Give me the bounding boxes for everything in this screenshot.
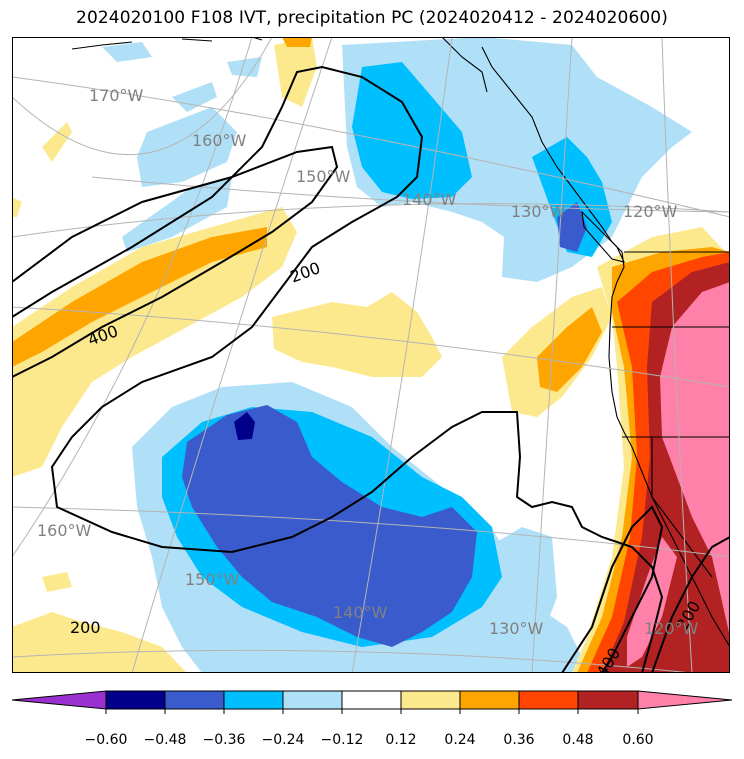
precip-field-neg036 (182, 202, 587, 647)
colorbar-label-neg024: −0.24 (262, 732, 305, 748)
colorbar-label-neg012: −0.12 (321, 732, 364, 748)
colorbar-seg-neg048 (105, 690, 166, 710)
coast-vancouver-island (581, 210, 625, 263)
precip-neg012-nw2 (172, 82, 217, 112)
colorbar-label-neg036: −0.36 (203, 732, 246, 748)
precip-neg012-nw3 (122, 177, 232, 252)
grid-lat-60 (91, 176, 730, 213)
lon-label-150w-bot: 150°W (185, 570, 240, 589)
grid-lon-120 (661, 37, 693, 673)
colorbar-extend-low (11, 690, 107, 710)
colorbar-tick-labels: −0.60 −0.48 −0.36 −0.24 −0.12 0.12 0.24 … (85, 732, 654, 748)
precip-pos024-east (537, 307, 602, 392)
precip-pos012-top (274, 37, 317, 107)
colorbar-ticks (105, 709, 639, 714)
lon-label-120w-bot: 120°W (644, 619, 699, 638)
map-title: 2024020100 F108 IVT, precipitation PC (2… (76, 8, 668, 28)
lon-label-150w-top: 150°W (296, 167, 351, 186)
colorbar-seg-pos024 (459, 690, 520, 710)
ivt-contour-400-north (12, 145, 339, 378)
colorbar-seg-pos048 (577, 690, 639, 710)
longitude-labels: 170°W 160°W 150°W 140°W 130°W 120°W 160°… (37, 86, 699, 638)
ivt-contour-200-north (12, 65, 664, 673)
precip-pos012-isl1 (42, 122, 72, 162)
precip-neg036-main (182, 405, 477, 647)
colorbar-seg-neg024 (223, 690, 284, 710)
lon-label-170w-top: 170°W (89, 86, 144, 105)
precip-pos060-coast (660, 282, 730, 637)
grid-lat-30 (12, 649, 697, 673)
precip-neg012-nw5 (227, 57, 262, 77)
precip-neg012-nw1 (137, 107, 237, 187)
grid-lat-north (12, 76, 730, 218)
colorbar-seg-pos036 (518, 690, 579, 710)
precip-field-pos060 (627, 282, 730, 667)
coast-alaska-panhandle (481, 46, 625, 298)
lon-label-160w-bot: 160°W (37, 521, 92, 540)
precip-neg048-core (234, 412, 255, 440)
precip-neg012-nw4 (102, 42, 152, 62)
map-frame (12, 37, 730, 673)
colorbar: −0.60 −0.48 −0.36 −0.24 −0.12 0.12 0.24 … (11, 690, 733, 748)
precip-neg024-north (352, 62, 472, 199)
colorbar-label-pos048: 0.48 (562, 732, 593, 748)
grid-lat-40 (12, 506, 730, 558)
border-ca-nv (651, 437, 713, 578)
grid-lat-50 (12, 306, 730, 388)
colorbar-seg-neg036 (164, 690, 225, 710)
colorbar-seg-neutral (341, 690, 402, 710)
precip-neg036-north (557, 202, 587, 252)
precip-pos012-sw (12, 612, 187, 673)
precip-pos060-south (627, 537, 677, 667)
grid-lon-150 (131, 37, 333, 673)
colorbar-label-neg048: −0.48 (144, 732, 187, 748)
grid-lon-170 (12, 37, 273, 156)
precip-pos012-isl2 (12, 197, 22, 217)
colorbar-seg-neg012 (282, 690, 343, 710)
precip-field-neg048 (234, 412, 255, 440)
colorbar-label-neg060: −0.60 (85, 732, 128, 748)
colorbar-extend-high (637, 690, 733, 710)
grid-lon-160 (12, 37, 253, 558)
ivt-contour-400-south (561, 505, 664, 673)
grid-lat-mid (12, 203, 730, 238)
ivt-label-200-b: 200 (70, 618, 101, 637)
lon-label-120w-top: 120°W (623, 202, 678, 221)
precip-pos012-sw2 (42, 572, 72, 592)
lon-label-140w-bot: 140°W (333, 603, 388, 622)
precip-neg024-north2 (532, 137, 612, 257)
precip-pos012-blob (272, 292, 442, 377)
coast-north-islands (441, 37, 488, 93)
map-panel: 200 400 200 400 200 170°W 160°W 150°W 14… (12, 37, 730, 673)
colorbar-label-pos060: 0.60 (622, 732, 653, 748)
lon-label-130w-top: 130°W (511, 202, 566, 221)
ivt-contours (12, 65, 730, 673)
colorbar-label-pos036: 0.36 (503, 732, 534, 748)
grid-lon-140 (351, 37, 453, 673)
colorbar-label-pos024: 0.24 (444, 732, 475, 748)
precip-pos024-top (282, 37, 312, 47)
colorbar-seg-pos012 (400, 690, 461, 710)
colorbar-segments (11, 690, 733, 710)
lon-label-140w-top: 140°W (402, 190, 457, 209)
lon-label-130w-bot: 130°W (489, 619, 544, 638)
precip-pos024-band (12, 227, 267, 367)
ivt-contour-200-south (651, 536, 730, 673)
precip-pos012-band (12, 207, 297, 477)
lon-label-160w-top: 160°W (192, 131, 247, 150)
colorbar-label-pos012: 0.12 (385, 732, 416, 748)
